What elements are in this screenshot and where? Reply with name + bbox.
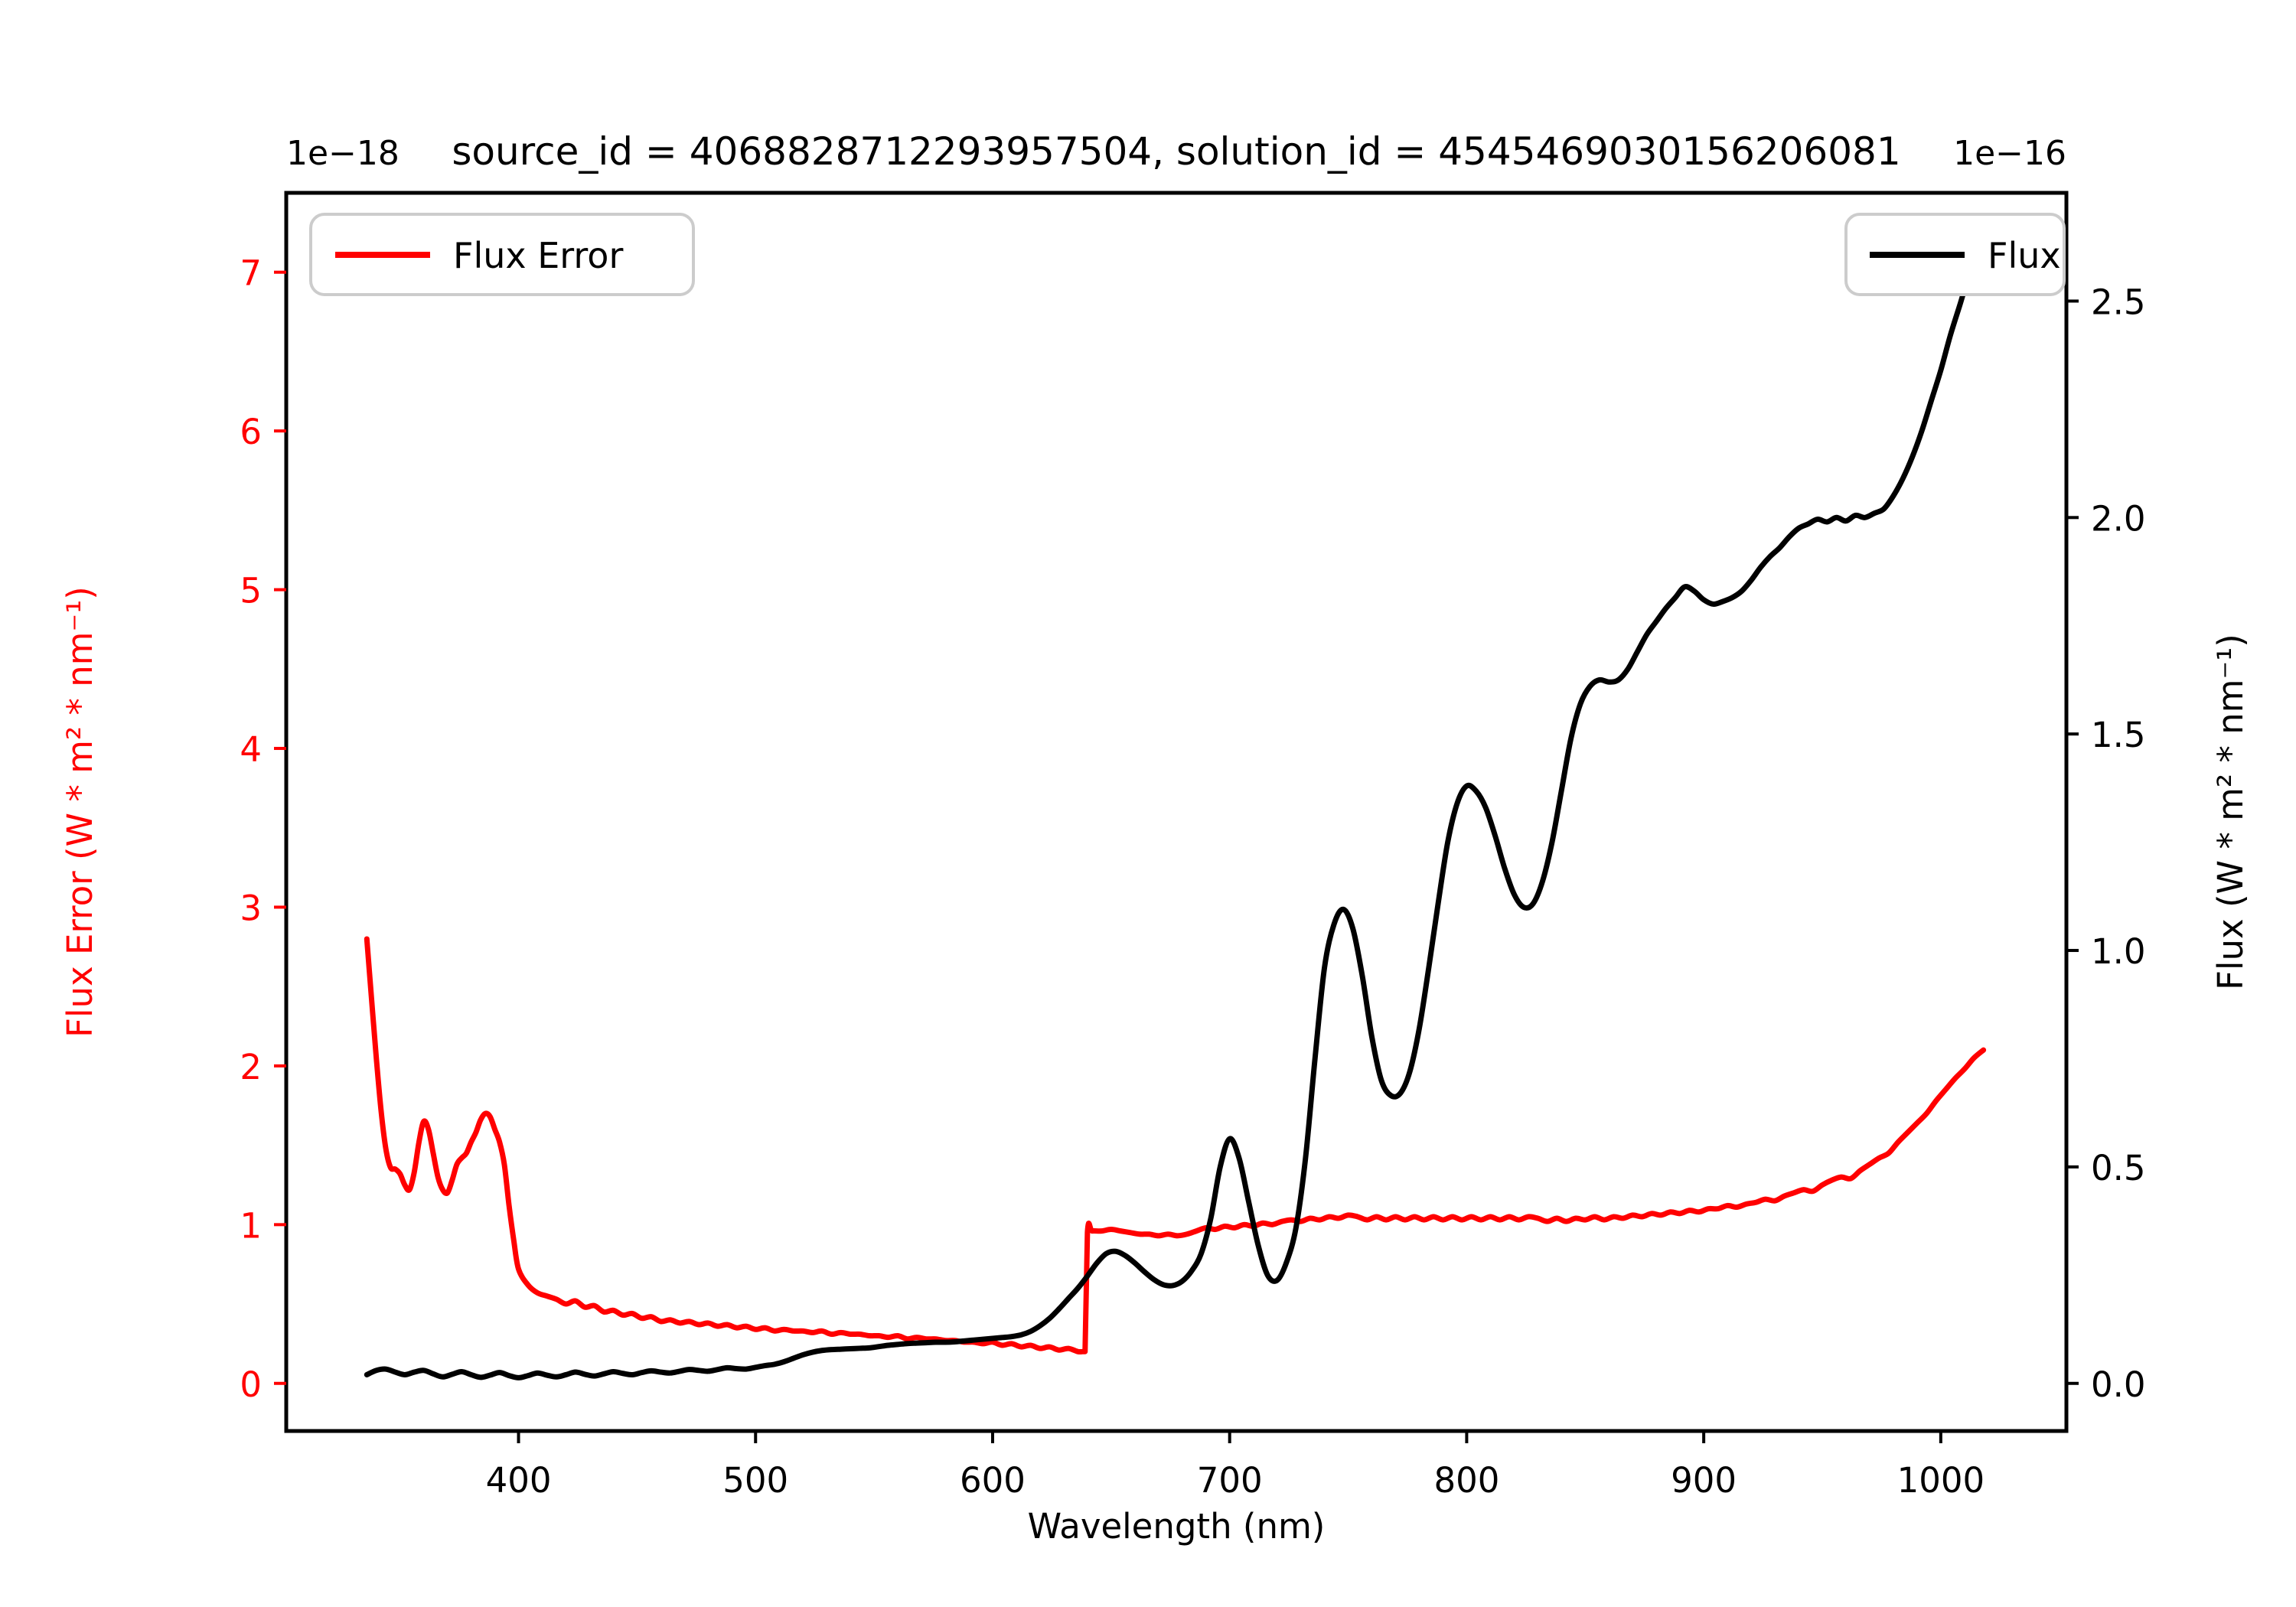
x-tick-label: 700 xyxy=(1197,1460,1263,1501)
legend-flux-label: Flux xyxy=(1988,235,2061,276)
x-tick-label: 400 xyxy=(486,1460,552,1501)
legend-flux[interactable]: Flux xyxy=(1844,213,2066,296)
left-y-tick-label: 0 xyxy=(240,1364,262,1405)
left-y-tick-label: 4 xyxy=(240,729,262,770)
left-y-tick-label: 1 xyxy=(240,1205,262,1246)
right-y-tick-label: 2.0 xyxy=(2091,498,2146,539)
flux-error-line xyxy=(364,936,1987,1355)
plot-series-group xyxy=(364,272,1987,1380)
x-axis-ticks: 400 500 600 700 800 900 1000 xyxy=(486,1431,1985,1501)
left-axis-label: Flux Error (W * m² * nm⁻¹) xyxy=(60,586,100,1038)
x-tick-label: 500 xyxy=(722,1460,788,1501)
left-y-tick-label: 5 xyxy=(240,571,262,611)
x-tick-label: 800 xyxy=(1433,1460,1499,1501)
right-axis-label: Flux (W * m² * nm⁻¹) xyxy=(2210,634,2251,990)
left-y-tick-label: 6 xyxy=(240,412,262,452)
right-y-tick-label: 0.0 xyxy=(2091,1364,2146,1405)
right-axis-ticks: 0.0 0.5 1.0 1.5 2.0 2.5 xyxy=(2066,282,2146,1405)
right-y-tick-label: 2.5 xyxy=(2091,282,2146,322)
right-y-tick-label: 0.5 xyxy=(2091,1148,2146,1188)
left-y-tick-label: 3 xyxy=(240,888,262,928)
right-y-tick-label: 1.0 xyxy=(2091,931,2146,972)
page-title: source_id = 4068828712293957504, solutio… xyxy=(452,129,1900,174)
right-axis-offset-label: 1e−16 xyxy=(1953,134,2066,173)
axes-frame xyxy=(284,191,2069,1433)
left-axis-ticks: 0 1 2 3 4 5 6 7 xyxy=(240,253,286,1405)
right-y-tick-label: 1.5 xyxy=(2091,715,2146,755)
left-y-tick-label: 2 xyxy=(240,1047,262,1087)
legend-flux-error[interactable]: Flux Error xyxy=(309,213,695,296)
left-axis-offset-label: 1e−18 xyxy=(286,134,400,173)
legend-flux-error-box[interactable] xyxy=(309,213,695,296)
legend-flux-error-label: Flux Error xyxy=(453,235,623,276)
x-tick-label: 600 xyxy=(960,1460,1026,1501)
flux-line xyxy=(364,272,1972,1380)
x-tick-label: 900 xyxy=(1671,1460,1737,1501)
x-tick-label: 1000 xyxy=(1897,1460,1985,1501)
left-y-tick-label: 7 xyxy=(240,253,262,294)
x-axis-label: Wavelength (nm) xyxy=(1028,1506,1326,1547)
plot-border xyxy=(284,191,2069,1433)
